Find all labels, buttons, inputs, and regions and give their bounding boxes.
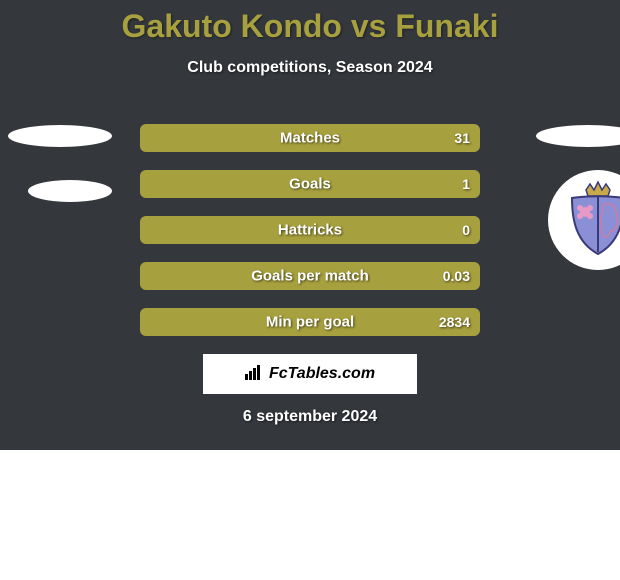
team-crest (548, 170, 620, 270)
stat-row: Goals per match 0.03 (140, 262, 480, 290)
stat-label: Goals per match (251, 268, 369, 285)
stat-value: 0 (462, 222, 470, 238)
stat-label: Hattricks (278, 222, 342, 239)
stat-label: Matches (280, 130, 340, 147)
stat-row: Hattricks 0 (140, 216, 480, 244)
stats-bars: Matches 31 Goals 1 Hattricks 0 Goals per match… (140, 124, 480, 354)
left-placeholder-ellipse-2 (28, 180, 112, 202)
stat-value: 1 (462, 176, 470, 192)
footer-logo: FcTables.com (203, 354, 417, 394)
stat-row: Goals 1 (140, 170, 480, 198)
crest-icon (558, 180, 620, 260)
stat-value: 2834 (439, 314, 470, 330)
stat-label: Min per goal (266, 314, 354, 331)
page-title: Gakuto Kondo vs Funaki (0, 0, 620, 45)
subtitle: Club competitions, Season 2024 (0, 59, 620, 77)
stat-value: 31 (454, 130, 470, 146)
stat-label: Goals (289, 176, 331, 193)
right-placeholder-ellipse (536, 125, 620, 147)
stat-row: Matches 31 (140, 124, 480, 152)
logo-bars-icon (245, 364, 265, 385)
stat-value: 0.03 (443, 268, 470, 284)
left-placeholder-ellipse-1 (8, 125, 112, 147)
footer-date: 6 september 2024 (243, 408, 377, 426)
stat-row: Min per goal 2834 (140, 308, 480, 336)
footer-brand-text: FcTables.com (269, 365, 375, 383)
